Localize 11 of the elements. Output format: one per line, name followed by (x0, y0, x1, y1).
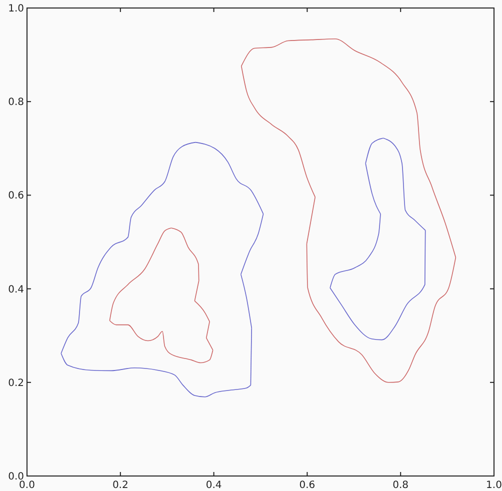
x-tick-label: 0.6 (299, 480, 316, 491)
x-tick-label: 0.2 (112, 480, 128, 491)
x-tick-label: 0.4 (206, 480, 222, 491)
x-tick-label: 1.0 (486, 480, 502, 491)
y-tick-label: 0.8 (8, 97, 24, 108)
y-tick-label: 1.0 (8, 4, 24, 14)
y-tick-label: 0.2 (8, 378, 24, 389)
x-tick-label: 0.8 (392, 480, 409, 491)
y-tick-label: 0.4 (8, 284, 24, 296)
x-tick-label: 0.0 (19, 480, 35, 491)
y-tick-label: 0.6 (8, 190, 24, 202)
